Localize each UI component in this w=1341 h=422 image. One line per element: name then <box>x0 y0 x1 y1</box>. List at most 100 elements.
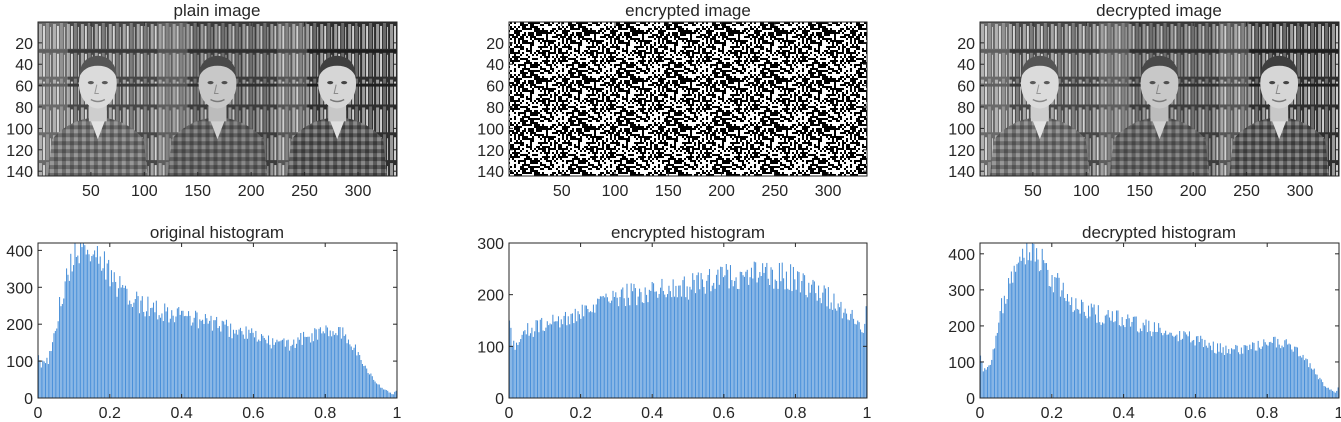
histogram-bar <box>134 299 136 398</box>
histogram-bar <box>1172 335 1174 398</box>
histogram-bar <box>1144 325 1146 398</box>
histogram-bar <box>1155 332 1157 398</box>
decrypted-image-ticks: 50 100 150 200 250 300 20 40 60 80 100 120 140 <box>948 22 1339 200</box>
histogram-bar <box>1259 347 1261 398</box>
histogram-bar <box>1249 344 1251 398</box>
y-tick-label: 140 <box>6 164 33 181</box>
histogram-bar <box>391 394 393 398</box>
histogram-bar <box>1263 339 1265 398</box>
encrypted-histogram-bars <box>509 261 867 398</box>
histogram-bar <box>860 329 862 398</box>
histogram-bar <box>210 315 212 398</box>
histogram-bar <box>1278 344 1280 398</box>
histogram-bar <box>45 363 47 398</box>
histogram-bar <box>756 282 758 398</box>
histogram-bar <box>989 364 991 398</box>
histogram-bar <box>727 269 729 398</box>
histogram-bar <box>1026 243 1028 398</box>
histogram-bar <box>1271 343 1273 398</box>
histogram-bar <box>531 327 533 398</box>
x-tick-label: 150 <box>184 183 211 200</box>
histogram-bar <box>611 300 613 398</box>
histogram-bar <box>347 339 349 398</box>
histogram-bar <box>1217 343 1219 398</box>
histogram-bar <box>1124 327 1126 398</box>
histogram-bar <box>367 373 369 398</box>
histogram-bar <box>654 291 656 398</box>
histogram-bar <box>174 322 176 398</box>
histogram-bar <box>38 355 40 398</box>
histogram-bar <box>105 279 107 398</box>
histogram-bar <box>752 278 754 398</box>
decrypted-histogram-bars <box>980 243 1339 398</box>
histogram-bar <box>1190 342 1192 398</box>
histogram-bar <box>380 387 382 398</box>
histogram-bar <box>535 320 537 398</box>
histogram-bar <box>619 297 621 398</box>
histogram-bar <box>567 316 569 398</box>
histogram-bar <box>1044 263 1046 398</box>
histogram-bar <box>563 315 565 398</box>
histogram-bar <box>1152 331 1154 398</box>
histogram-bar <box>818 285 820 398</box>
histogram-bar <box>185 315 187 398</box>
histogram-bar <box>252 332 254 398</box>
histogram-bar <box>1181 338 1183 398</box>
histogram-bar <box>1038 271 1040 398</box>
histogram-bar <box>244 338 246 398</box>
histogram-bar <box>1330 389 1332 398</box>
histogram-bar <box>1064 297 1066 398</box>
histogram-bar <box>595 304 597 398</box>
histogram-bar <box>574 308 576 398</box>
histogram-bar <box>862 332 864 398</box>
histogram-bar <box>117 288 119 398</box>
plain-image-axes-box <box>37 21 398 177</box>
histogram-bar <box>239 327 241 398</box>
histogram-bar <box>606 297 608 398</box>
histogram-bar <box>277 341 279 398</box>
histogram-bar <box>1066 294 1068 398</box>
histogram-bar <box>165 311 167 398</box>
x-tick-label: 100 <box>602 183 629 200</box>
histogram-bar <box>42 360 44 398</box>
histogram-bar <box>1205 345 1207 398</box>
histogram-bar <box>795 289 797 398</box>
histogram-bar <box>267 335 270 398</box>
histogram-bar <box>1092 307 1094 398</box>
encrypted-image-ticks: 50 100 150 200 250 300 20 40 60 80 100 120 140 <box>477 22 867 200</box>
x-tick-label: 1 <box>393 405 402 422</box>
histogram-bar <box>550 324 552 398</box>
histogram-bar <box>1287 344 1289 398</box>
histogram-bar <box>690 289 692 398</box>
histogram-bar <box>1219 343 1221 398</box>
histogram-bar <box>1191 340 1193 398</box>
histogram-bar <box>1273 336 1275 398</box>
histogram-bar <box>88 254 90 398</box>
histogram-bar <box>289 350 291 398</box>
histogram-bar <box>776 280 778 398</box>
histogram-bar <box>315 329 317 398</box>
histogram-bar <box>1110 320 1112 398</box>
histogram-bar <box>1253 342 1255 398</box>
histogram-bar <box>710 291 712 398</box>
histogram-bar <box>1260 349 1262 398</box>
histogram-bar <box>190 325 192 398</box>
histogram-bar <box>549 323 551 398</box>
histogram-bar <box>1320 379 1322 398</box>
histogram-bar <box>1146 332 1148 398</box>
histogram-bar <box>576 321 578 398</box>
y-tick-label: 140 <box>477 164 504 181</box>
histogram-bar <box>664 294 666 398</box>
histogram-bar <box>364 365 366 398</box>
y-tick-label: 20 <box>957 36 975 53</box>
histogram-bar <box>137 296 139 398</box>
histogram-bar <box>195 310 197 398</box>
histogram-bar <box>798 272 800 398</box>
histogram-bar <box>827 287 829 398</box>
histogram-bar <box>1264 342 1266 398</box>
encrypted-image-axes-box <box>508 21 868 177</box>
histogram-bar <box>552 314 554 398</box>
histogram-bar <box>141 296 143 398</box>
histogram-bar <box>846 313 848 398</box>
histogram-bar <box>555 321 557 398</box>
